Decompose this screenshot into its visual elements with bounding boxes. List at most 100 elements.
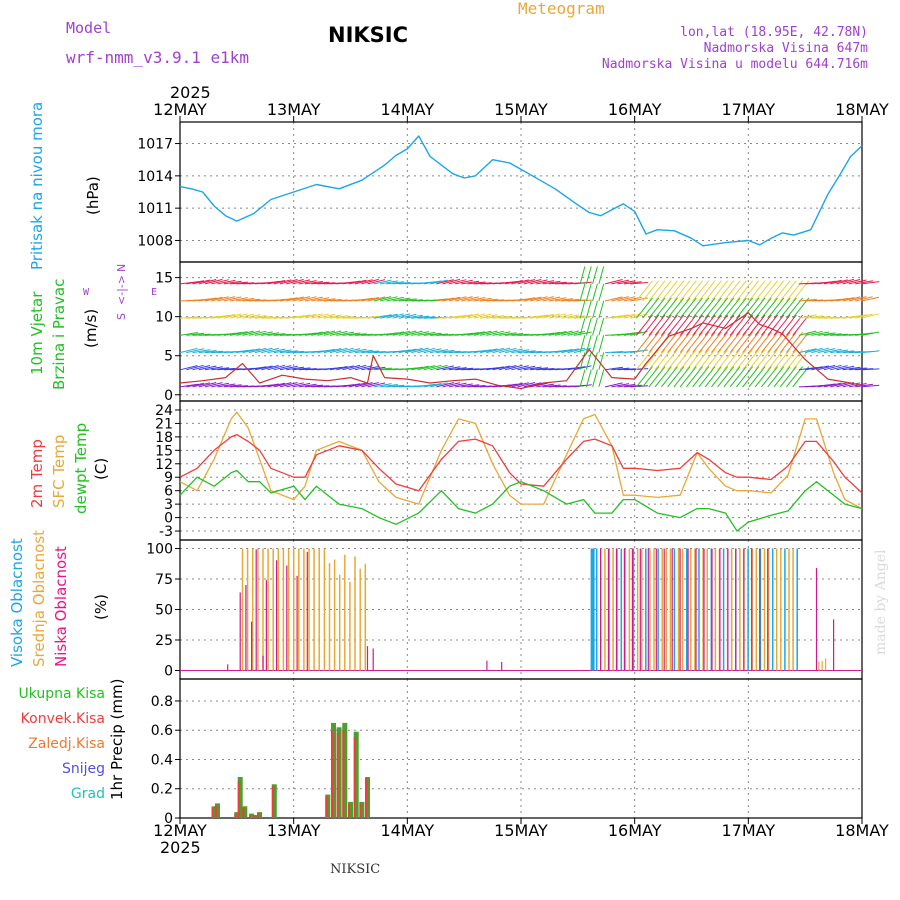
wind-arrow <box>342 383 361 388</box>
wind-arrow <box>554 313 573 319</box>
wind-arrow <box>304 331 323 336</box>
wind-arrow <box>842 279 861 285</box>
wind-arrow <box>698 280 716 302</box>
wind-arrow <box>667 349 685 371</box>
wind-arrow <box>604 296 623 302</box>
wind-arrow <box>417 331 436 336</box>
wind-arrow <box>754 331 772 353</box>
wind-arrow <box>811 331 830 336</box>
precip-total-bar <box>271 784 277 818</box>
wind-arrow <box>254 347 273 354</box>
wind-arrow <box>692 314 710 336</box>
wind-arrow <box>198 297 217 302</box>
x-tick-label-bottom: 16MAY <box>608 821 662 840</box>
wind-arrow <box>555 348 573 354</box>
pressure-unit: (hPa) <box>84 176 102 215</box>
wind-arrow <box>242 314 261 319</box>
wind-arrow <box>317 330 336 336</box>
wind-arrow <box>623 281 642 285</box>
wind-arrow <box>286 296 304 302</box>
wind-arrow <box>317 313 336 319</box>
wind-arrow <box>361 278 379 285</box>
wind-arrow <box>442 278 461 285</box>
wind-arrow <box>736 331 753 353</box>
precip-total-bar <box>359 801 365 818</box>
wind-arrow <box>855 296 873 302</box>
wind-arrow <box>673 297 691 319</box>
precip-total-bar <box>215 803 220 818</box>
wind-arrow <box>642 366 660 388</box>
wind-arrow <box>273 279 292 285</box>
wind-arrow <box>823 364 842 371</box>
wind-arrow <box>523 382 542 388</box>
wind-arrow <box>292 296 311 302</box>
wind-arrow <box>798 348 817 354</box>
wind-arrow <box>217 313 236 319</box>
wind-arrow <box>855 313 873 319</box>
wind-arrow <box>298 296 317 302</box>
wind-arrow <box>486 330 504 336</box>
meteogram-title: Meteogram <box>518 0 605 18</box>
wind-arrow <box>229 313 248 319</box>
x-tick-label-bottom: 14MAY <box>381 821 435 840</box>
wind-arrow <box>336 331 355 336</box>
wind-arrow <box>480 298 499 302</box>
wind-arrow <box>611 296 629 302</box>
wind-arrow <box>398 330 417 336</box>
wind-arrow <box>242 330 261 336</box>
precip-conv-bar <box>242 807 245 818</box>
temp-ytick-label: 3 <box>164 497 173 513</box>
wind-arrow <box>430 349 448 354</box>
wind-arrow <box>530 314 548 319</box>
wind-arrow <box>704 297 722 319</box>
wind-arrow <box>186 280 205 285</box>
wind-arrow <box>504 348 523 354</box>
wind-arrow <box>429 382 448 388</box>
wind-arrow <box>817 332 836 336</box>
wind-arrow <box>336 347 354 354</box>
wind-arrow <box>480 314 498 319</box>
wind-arrow <box>454 296 473 302</box>
wind-arrow <box>692 366 710 388</box>
wind-arrow <box>698 366 716 388</box>
wind-arrow <box>779 366 797 388</box>
wind-arrow <box>704 331 722 353</box>
wind-arrow <box>617 296 636 302</box>
wind-arrow <box>298 383 317 388</box>
precip-conv-bar <box>342 730 345 818</box>
dewpt-line <box>179 469 863 532</box>
x-tick-label-bottom: 15MAY <box>494 821 548 840</box>
wind-arrow <box>611 367 630 371</box>
wind-arrow <box>517 365 536 371</box>
wind-arrow <box>855 383 874 388</box>
wind-arrow <box>661 331 678 353</box>
wind-arrow <box>673 366 691 388</box>
wind-arrow <box>648 314 666 336</box>
wind-arrow <box>436 279 454 285</box>
wind-arrow <box>605 366 623 371</box>
footer-station: NIKSIC <box>330 862 381 877</box>
wind-arrow <box>617 383 636 388</box>
wind-arrow <box>642 331 660 353</box>
wind-arrow <box>354 279 373 285</box>
wind-arrow <box>511 382 529 388</box>
wind-arrow <box>486 315 505 319</box>
wind-arrow <box>223 384 242 388</box>
wind-arrow <box>517 350 536 354</box>
wind-arrow <box>823 382 842 388</box>
wind-arrow <box>273 349 292 354</box>
wind-arrow <box>742 280 760 302</box>
wind-arrow <box>223 280 242 285</box>
wind-arrow <box>455 383 473 388</box>
wind-arrow <box>442 296 461 302</box>
wind-arrow <box>423 332 442 336</box>
wind-arrow <box>617 280 636 285</box>
wind-arrow <box>630 368 649 371</box>
compass-arrow-label: <-|-> <box>115 274 128 305</box>
wind-arrow <box>542 384 561 388</box>
wind-arrow <box>473 313 492 319</box>
temp-ytick-label: 9 <box>164 470 173 486</box>
pressure-ytick-label: 1017 <box>137 137 173 153</box>
wind-arrow <box>436 297 455 302</box>
wind-arrow <box>198 382 217 388</box>
